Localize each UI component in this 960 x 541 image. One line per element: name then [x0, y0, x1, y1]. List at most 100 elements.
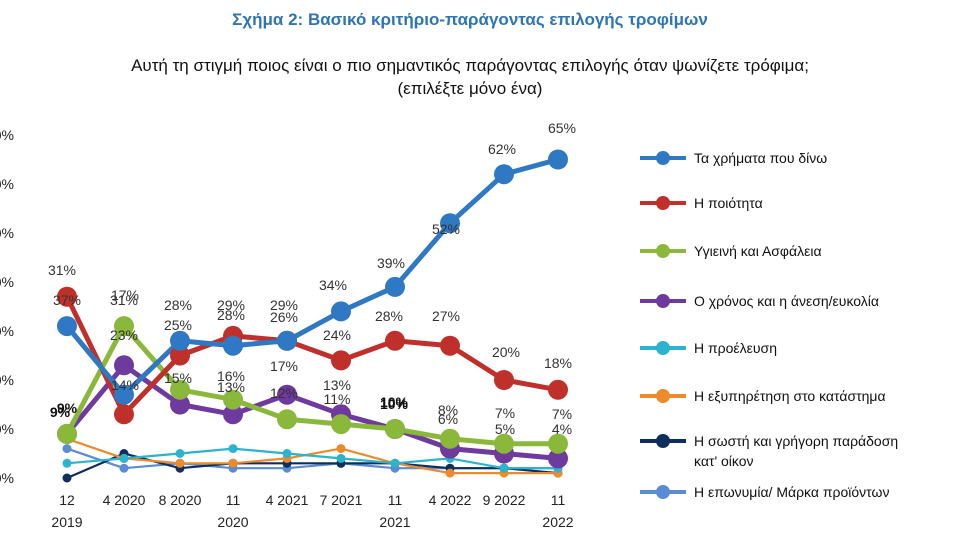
series-markers [57, 149, 568, 483]
chart-subtitle: (επιλέξτε μόνο ένα) [398, 79, 543, 98]
y-tick-label: 40% [0, 274, 14, 290]
x-tick-label: 4 2021 [266, 492, 309, 508]
x-tick-label: 9 2022 [483, 492, 526, 508]
data-point [277, 409, 297, 430]
x-tick-label: 11 [226, 492, 241, 508]
x-tick-label-year: 2020 [217, 514, 248, 530]
legend: Τα χρήματα που δίνω Η ποιότητα Υγιεινή και… [640, 150, 898, 500]
data-label: 23% [110, 327, 138, 343]
data-label: 28% [164, 297, 192, 313]
data-point [62, 473, 72, 483]
data-point [331, 414, 351, 435]
data-point [445, 468, 455, 478]
data-point [282, 449, 292, 458]
legend-label: Η σωστή και γρήγορη παράδοση [694, 433, 898, 449]
legend-swatch-marker [656, 389, 670, 403]
legend-label: Η ποιότητα [694, 195, 763, 211]
series-line [64, 294, 561, 417]
data-point [385, 419, 405, 439]
data-point [114, 384, 134, 405]
data-label: 39% [377, 255, 405, 271]
data-label: 12% [270, 385, 298, 401]
data-label: 62% [488, 141, 516, 157]
y-tick-label: 60% [0, 176, 14, 192]
y-axis: 0% 10% 20% 30% 40% 50% 60% 70% [0, 127, 14, 486]
data-label: 7% [495, 405, 515, 421]
data-label: 9% [57, 400, 78, 416]
series-line [64, 157, 561, 398]
data-point [548, 448, 568, 469]
data-labels: 31%17%28% 29% 29%34%39%52%62%65%37%14%25%2… [48, 120, 576, 437]
chart-title: Αυτή τη στιγμή ποιος είναι ο πιο σημαντι… [131, 56, 809, 75]
data-point [499, 463, 509, 473]
data-point [440, 335, 460, 356]
data-point [175, 458, 185, 468]
legend-label: Η επωνυμία/ Μάρκα προϊόντων [694, 484, 889, 500]
data-point [62, 458, 72, 468]
data-point [440, 428, 460, 449]
data-point [119, 463, 129, 473]
x-tick-label: 8 2020 [159, 492, 202, 508]
data-point [62, 444, 72, 454]
data-label: 25% [164, 317, 192, 333]
data-point [277, 384, 297, 405]
data-label: 14% [111, 377, 139, 393]
data-point [223, 335, 243, 356]
series-lines [64, 157, 561, 480]
data-point [170, 379, 190, 400]
data-point [336, 453, 346, 463]
y-tick-label: 70% [0, 127, 14, 143]
legend-swatch-marker [656, 485, 670, 499]
data-label: 29% [217, 297, 245, 313]
data-label: 18% [544, 355, 572, 371]
data-label: 15% [164, 370, 192, 386]
data-label: 29% [270, 297, 298, 313]
data-label: 24% [323, 327, 351, 343]
y-tick-label: 30% [0, 323, 14, 339]
legend-label: Η προέλευση [694, 340, 777, 356]
data-label: 52% [432, 221, 460, 237]
x-tick-label-year: 2021 [379, 514, 410, 530]
data-label: 17% [270, 358, 298, 374]
data-point [494, 433, 514, 454]
data-point [548, 433, 568, 454]
data-point [385, 276, 405, 297]
data-label: 31% [48, 262, 76, 278]
data-label: 13% [323, 377, 351, 393]
legend-swatch-marker [656, 434, 670, 448]
x-tick-label: 7 2021 [320, 492, 363, 508]
data-label: 28% [375, 308, 403, 324]
data-point [119, 453, 129, 463]
data-point [336, 444, 346, 454]
legend-swatch-marker [656, 244, 670, 258]
data-point [548, 149, 568, 170]
data-point [57, 423, 77, 444]
x-tick-label: 4 2020 [103, 492, 146, 508]
data-point [175, 449, 185, 458]
data-point [114, 404, 134, 425]
data-point [57, 316, 77, 337]
legend-swatch-marker [656, 294, 670, 308]
x-tick-label: 11 [388, 492, 403, 508]
data-label: 34% [319, 277, 347, 293]
data-point [390, 458, 400, 468]
data-point [385, 330, 405, 351]
legend-label: Ο χρόνος και η άνεση/ευκολία [694, 293, 879, 309]
x-tick-label: 11 [551, 492, 566, 508]
data-point [170, 330, 190, 351]
data-label: 6% [438, 411, 458, 427]
data-point [170, 345, 190, 366]
data-label: 28% [217, 307, 245, 323]
data-point [494, 164, 514, 185]
figure-title: Σχήμα 2: Βασικό κριτήριο-παράγοντας επιλ… [232, 10, 708, 29]
data-point [223, 404, 243, 425]
data-point [440, 213, 460, 234]
y-tick-label: 10% [0, 421, 14, 437]
data-label: 7% [552, 406, 572, 422]
legend-label: Υγιεινή και Ασφάλεια [694, 243, 822, 259]
x-tick-label-year: 2022 [542, 514, 573, 530]
data-point [170, 394, 190, 415]
data-label: 10% [380, 394, 409, 410]
data-label: 17% [111, 287, 139, 303]
legend-swatch-marker [656, 151, 670, 165]
